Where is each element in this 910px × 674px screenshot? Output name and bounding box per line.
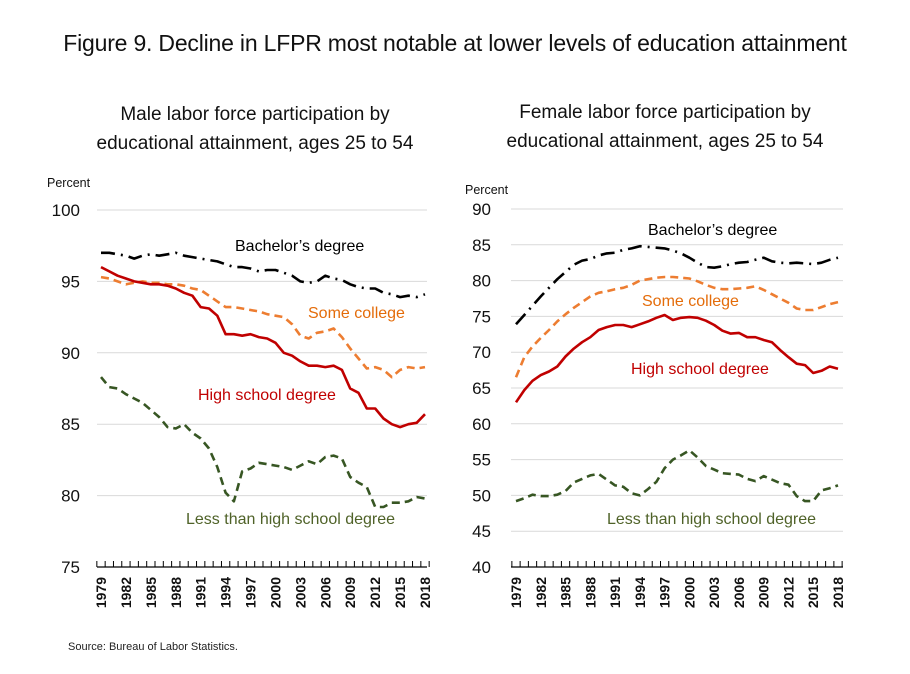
male-chart-title: Male labor force participation by educat… [40, 100, 470, 158]
female-y-tick-label: 40 [472, 558, 491, 577]
female-x-tick-label: 2015 [805, 577, 821, 608]
male-lfpr-chart: Percent 75 80 85 90 95 100 1979 1982 1985 1988 1991… [47, 176, 433, 608]
male-x-tick-label: 2009 [342, 577, 358, 608]
male-x-tick-label: 1994 [218, 577, 234, 608]
male-x-tick-label: 2012 [367, 577, 383, 608]
female-y-tick-label: 65 [472, 379, 491, 398]
female-x-tick-label: 2000 [681, 577, 697, 608]
male-series-label: High school degree [198, 387, 336, 404]
male-x-tick-label: 2000 [267, 577, 283, 608]
male-x-tick-label: 2003 [292, 577, 308, 608]
male-series-bachelor-s-degree [101, 251, 426, 299]
male-chart-title-line1: Male labor force participation by [120, 104, 390, 125]
female-y-axis-label: Percent [465, 183, 509, 197]
male-x-tick-label: 1988 [168, 577, 184, 608]
female-series-label: Less than high school degree [607, 511, 816, 528]
female-chart-title-line2: educational attainment, ages 25 to 54 [506, 131, 824, 152]
source-note: Source: Bureau of Labor Statistics. [68, 641, 238, 653]
male-series-label: Bachelor’s degree [235, 238, 364, 255]
female-x-tick-label: 1985 [558, 577, 574, 608]
male-y-tick-label: 100 [52, 201, 80, 220]
female-x-tick-label: 1994 [632, 577, 648, 608]
male-y-tick-label: 90 [61, 344, 80, 363]
female-series-some-college [514, 275, 839, 378]
female-y-tick-label: 60 [472, 415, 491, 434]
male-y-tick-label: 75 [61, 558, 80, 577]
female-chart-title: Female labor force participation by educ… [460, 98, 870, 156]
female-x-tick-label: 1997 [657, 577, 673, 608]
male-x-tick-label: 1985 [143, 577, 159, 608]
female-chart-title-line1: Female labor force participation by [519, 102, 811, 123]
male-series-some-college [100, 275, 426, 379]
female-x-tick-label: 2003 [706, 577, 722, 608]
male-y-axis-label: Percent [47, 176, 91, 190]
male-series-less-than-high-school-degree [99, 376, 426, 509]
male-x-tick-label: 2015 [392, 577, 408, 608]
male-y-tick-label: 85 [61, 415, 80, 434]
female-x-tick-label: 1991 [607, 577, 623, 608]
female-series-label: High school degree [631, 361, 769, 378]
male-chart-title-line2: educational attainment, ages 25 to 54 [96, 133, 414, 154]
female-series-bachelor-s-degree [515, 244, 839, 326]
male-x-tick-label: 1982 [118, 577, 134, 608]
male-x-tick-label: 2006 [317, 577, 333, 608]
male-y-tick-label: 80 [61, 487, 80, 506]
female-x-tick-label: 2006 [731, 577, 747, 608]
female-y-tick-label: 50 [472, 486, 491, 505]
female-x-tick-label: 1982 [533, 577, 549, 608]
female-y-tick-label: 80 [472, 272, 491, 291]
male-y-tick-label: 95 [61, 272, 80, 291]
male-x-tick-label: 1997 [243, 577, 259, 608]
female-y-tick-label: 70 [472, 343, 491, 362]
female-y-tick-label: 75 [472, 307, 491, 326]
female-x-tick-label: 1979 [508, 577, 524, 608]
male-series-high-school-degree [100, 265, 426, 429]
female-series-high-school-degree [514, 313, 839, 404]
male-x-tick-label: 1979 [93, 577, 109, 608]
male-x-tick-label: 2018 [417, 577, 433, 608]
female-x-tick-label: 1988 [582, 577, 598, 608]
female-y-tick-label: 55 [472, 451, 491, 470]
female-series-less-than-high-school-degree [515, 449, 839, 503]
female-x-tick-label: 2018 [830, 577, 846, 608]
female-series-label: Bachelor’s degree [648, 222, 777, 239]
male-series-label: Less than high school degree [186, 511, 395, 528]
female-y-tick-label: 90 [472, 200, 491, 219]
male-x-tick-label: 1991 [193, 577, 209, 608]
female-y-tick-label: 85 [472, 236, 491, 255]
figure-title: Figure 9. Decline in LFPR most notable a… [63, 30, 847, 56]
female-lfpr-chart: Percent 40 45 50 55 60 65 70 75 80 85 90 1979 1982 198… [465, 183, 846, 608]
female-series-label: Some college [642, 293, 739, 310]
female-x-tick-label: 2009 [756, 577, 772, 608]
female-x-tick-label: 2012 [780, 577, 796, 608]
male-series-label: Some college [308, 305, 405, 322]
female-y-tick-label: 45 [472, 522, 491, 541]
